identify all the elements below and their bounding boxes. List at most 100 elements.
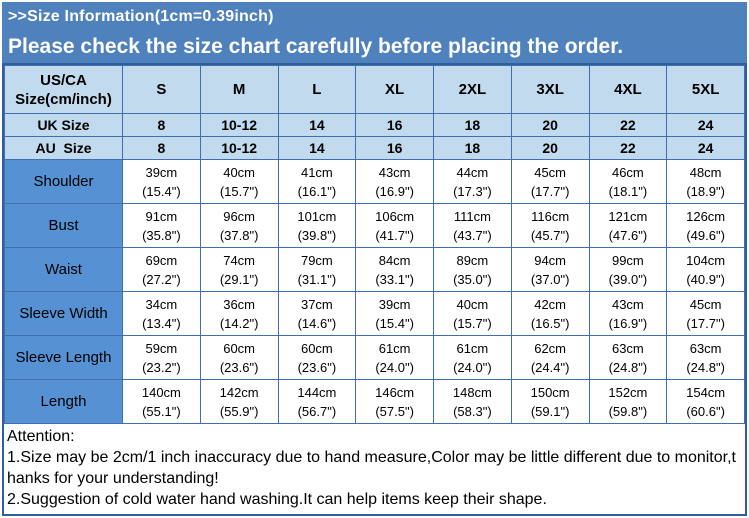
measure-value-cell: 106cm (41.7") <box>355 203 434 248</box>
measure-inch-value: (37.8") <box>219 227 259 243</box>
measure-value-cell: 84cm (33.1") <box>355 247 434 292</box>
measure-inch-value: (55.9") <box>219 403 259 419</box>
size-value-cell: 22 <box>588 113 668 137</box>
measure-inch-value: (41.7") <box>375 227 414 243</box>
size-column-header-1: M <box>199 65 279 114</box>
measure-value-cell: 140cm (55.1") <box>122 379 201 424</box>
measure-inch-value: (59.1") <box>530 403 570 419</box>
measure-cm-value: 42cm <box>534 296 567 312</box>
measure-cm-value: 126cm <box>686 208 726 224</box>
measure-row-label: Length <box>4 379 123 424</box>
measure-row-0: Shoulder 39cm (15.4") 40cm (15.7") 41cm (16.1"… <box>4 159 745 204</box>
measure-cm-value: 48cm <box>689 164 722 180</box>
measure-value-cell: 61cm (24.0") <box>355 335 434 380</box>
size-column-header-4: 2XL <box>433 65 512 114</box>
measure-row-label: Bust <box>4 203 123 248</box>
measure-value-cell: 69cm (27.2") <box>122 247 201 292</box>
measure-value-cell: 116cm (45.7") <box>510 203 590 248</box>
measure-inch-value: (15.4") <box>375 315 414 331</box>
size-row-1: AU Size 8 10-12 14 16 18 20 22 24 <box>4 136 745 160</box>
measure-cm-value: 60cm <box>223 340 256 356</box>
measure-cm-value: 152cm <box>608 384 648 400</box>
measure-row-label: Shoulder <box>4 159 123 204</box>
measure-inch-value: (23.2") <box>142 359 181 375</box>
measure-cm-value: 144cm <box>297 384 337 400</box>
attention-note-1-wrap: hanks for your understanding! <box>7 470 219 487</box>
measure-cm-value: 148cm <box>452 384 492 400</box>
measure-inch-value: (27.2") <box>142 271 181 287</box>
measure-cm-value: 101cm <box>297 208 337 224</box>
measure-value-cell: 46cm (18.1") <box>588 159 668 204</box>
measure-cm-value: 60cm <box>300 340 333 356</box>
measure-inch-value: (58.3") <box>453 403 492 419</box>
measure-inch-value: (60.6") <box>686 403 725 419</box>
measure-value-cell: 61cm (24.0") <box>433 335 512 380</box>
measure-row-label: Sleeve Length <box>4 335 123 380</box>
size-chart-table: US/CA Size(cm/inch) S M L XL 2XL 3XL 4XL 5XL UK S… <box>4 65 745 424</box>
measure-inch-value: (29.1") <box>219 271 259 287</box>
measure-cm-value: 41cm <box>300 164 333 180</box>
size-value-cell: 18 <box>433 113 512 137</box>
measure-inch-value: (31.1") <box>297 271 337 287</box>
size-table-body: UK Size 8 10-12 14 16 18 20 22 24 AU Size 8 10-12 14… <box>4 113 745 424</box>
measure-row-label: Sleeve Width <box>4 291 123 336</box>
measure-value-cell: 126cm (49.6") <box>666 203 745 248</box>
measure-cm-value: 45cm <box>689 296 722 312</box>
size-value-cell: 10-12 <box>199 136 279 160</box>
measure-inch-value: (24.0") <box>375 359 414 375</box>
measure-inch-value: (15.7") <box>219 183 259 199</box>
measure-value-cell: 79cm (31.1") <box>277 247 357 292</box>
measure-value-cell: 60cm (23.6") <box>199 335 279 380</box>
measure-cm-value: 40cm <box>456 296 489 312</box>
measure-inch-value: (35.8") <box>142 227 181 243</box>
measure-inch-value: (17.7") <box>686 315 725 331</box>
measure-cm-value: 89cm <box>456 252 489 268</box>
measure-value-cell: 36cm (14.2") <box>199 291 279 336</box>
size-row-0: UK Size 8 10-12 14 16 18 20 22 24 <box>4 113 745 137</box>
size-value-cell: 14 <box>277 136 357 160</box>
measure-inch-value: (24.0") <box>453 359 492 375</box>
measure-inch-value: (16.9") <box>375 183 414 199</box>
measure-cm-value: 69cm <box>145 252 178 268</box>
measure-inch-value: (39.0") <box>608 271 648 287</box>
measure-value-cell: 62cm (24.4") <box>510 335 590 380</box>
measure-cm-value: 91cm <box>145 208 178 224</box>
size-value-cell: 20 <box>510 136 590 160</box>
measure-inch-value: (57.5") <box>375 403 414 419</box>
measure-inch-value: (37.0") <box>530 271 570 287</box>
measure-value-cell: 45cm (17.7") <box>510 159 590 204</box>
measure-inch-value: (49.6") <box>686 227 725 243</box>
measure-value-cell: 39cm (15.4") <box>355 291 434 336</box>
attention-section: Attention: 1.Size may be 2cm/1 inch inac… <box>4 424 745 514</box>
measure-inch-value: (40.9") <box>686 271 725 287</box>
measure-inch-value: (17.3") <box>453 183 492 199</box>
measure-value-cell: 41cm (16.1") <box>277 159 357 204</box>
measure-value-cell: 99cm (39.0") <box>588 247 668 292</box>
measure-cm-value: 46cm <box>611 164 644 180</box>
measure-inch-value: (24.4") <box>530 359 570 375</box>
size-value-cell: 20 <box>510 113 590 137</box>
size-row-label: UK Size <box>4 113 123 137</box>
size-value-cell: 16 <box>355 136 434 160</box>
measure-cm-value: 44cm <box>456 164 489 180</box>
measure-cm-value: 37cm <box>300 296 333 312</box>
measure-inch-value: (43.7") <box>453 227 492 243</box>
size-value-cell: 16 <box>355 113 434 137</box>
size-column-header-6: 4XL <box>588 65 668 114</box>
size-value-cell: 24 <box>666 136 745 160</box>
measure-value-cell: 43cm (16.9") <box>588 291 668 336</box>
measure-cm-value: 40cm <box>223 164 256 180</box>
size-column-header-7: 5XL <box>666 65 745 114</box>
measure-cm-value: 106cm <box>375 208 415 224</box>
size-value-cell: 24 <box>666 113 745 137</box>
measure-cm-value: 39cm <box>378 296 411 312</box>
size-value-cell: 14 <box>277 113 357 137</box>
measure-inch-value: (15.4") <box>142 183 181 199</box>
measure-value-cell: 101cm (39.8") <box>277 203 357 248</box>
measure-cm-value: 61cm <box>378 340 411 356</box>
measure-value-cell: 45cm (17.7") <box>666 291 745 336</box>
measure-value-cell: 89cm (35.0") <box>433 247 512 292</box>
size-value-cell: 8 <box>122 136 201 160</box>
measure-inch-value: (23.6") <box>219 359 259 375</box>
